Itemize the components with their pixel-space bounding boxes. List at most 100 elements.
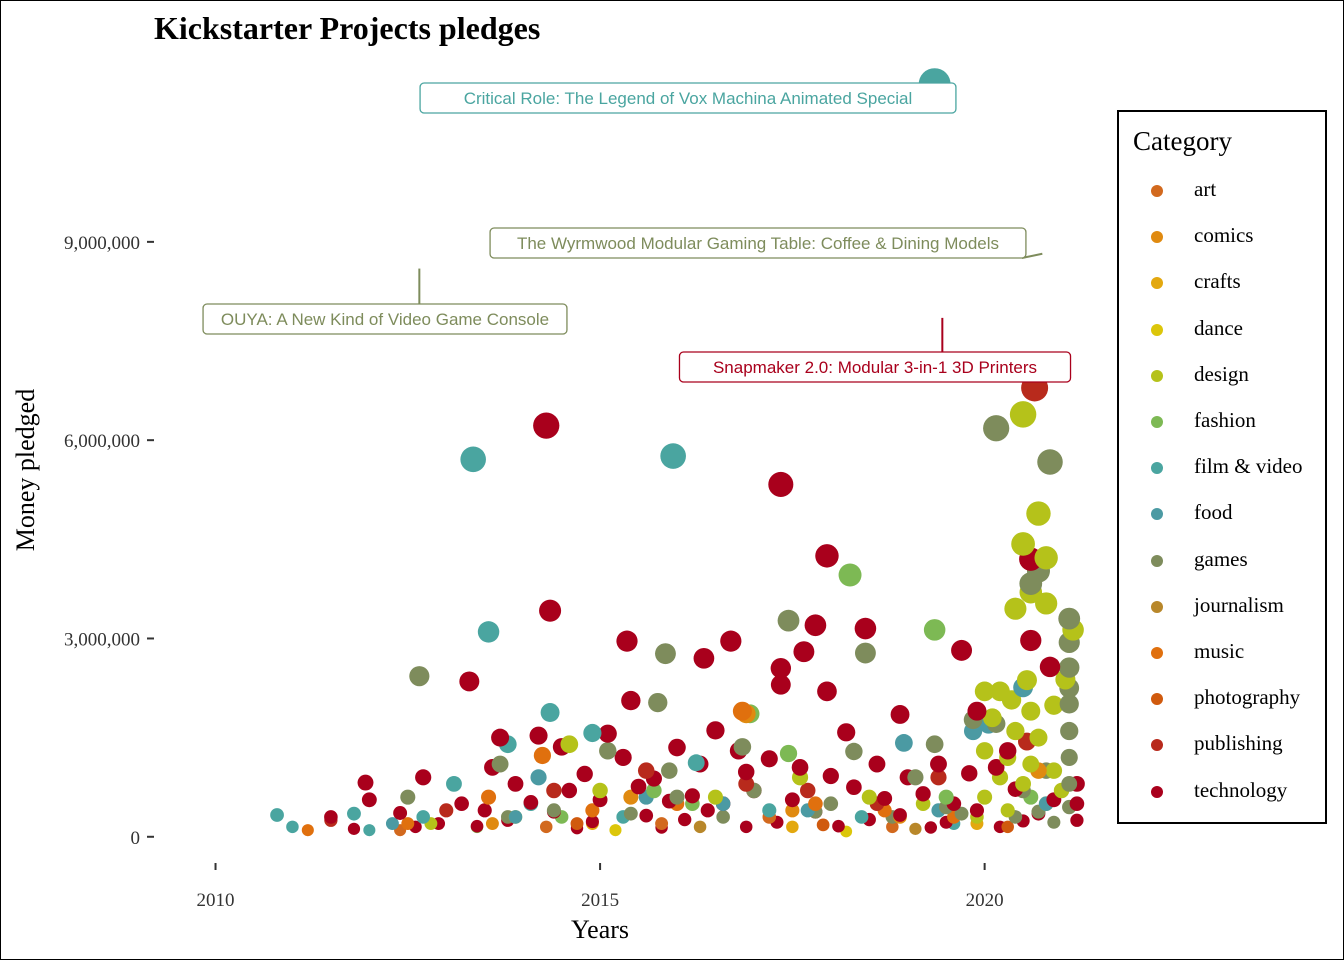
legend-item: music [1119,634,1325,674]
data-point [1000,803,1015,818]
data-point [623,806,638,821]
data-point [585,803,600,818]
legend-label: design [1194,361,1249,386]
data-point [614,748,632,767]
legend: Category art comics crafts dance design fashi… [1117,110,1327,824]
legend-title: Category [1133,126,1232,156]
legend-label: crafts [1194,269,1241,294]
data-point [886,820,899,834]
data-point [1045,762,1063,779]
data-point [1016,670,1037,691]
data-point [923,619,946,641]
data-point [977,789,993,805]
data-point [815,544,839,568]
data-point [982,708,1002,728]
data-point [357,774,374,791]
data-point [661,762,678,779]
chart-title: Kickstarter Projects pledges [154,10,541,46]
data-point [1059,657,1080,678]
y-tick-label: 3,000,000 [64,629,140,650]
data-point [630,778,647,795]
data-point [546,782,562,799]
data-point [890,705,910,724]
data-point [791,759,809,776]
annotation-label: Critical Role: The Legend of Vox Machina… [464,89,913,108]
data-point [786,820,799,834]
data-point [609,824,622,837]
data-point [599,742,617,760]
data-point [808,796,823,812]
y-axis: 0 3,000,000 6,000,000 9,000,000 [64,233,154,849]
data-point [822,767,839,785]
data-point [817,681,837,702]
x-axis-title: Years [571,915,629,944]
data-point [938,789,954,805]
data-point [687,754,705,772]
data-point [785,803,800,818]
data-point [361,792,377,808]
legend-label: food [1194,500,1233,525]
legend-swatch [1151,508,1163,521]
data-point [539,820,553,834]
y-tick-label: 6,000,000 [64,431,140,452]
data-point [1058,607,1081,630]
data-point [446,775,462,792]
data-point [660,443,686,469]
legend-swatch [1151,739,1163,752]
legend-item: games [1119,542,1325,582]
legend-item: photography [1119,680,1325,720]
data-point [846,779,862,796]
annotation-box [678,351,1072,383]
data-point [720,630,742,652]
data-point [693,647,715,669]
data-point [987,759,1005,776]
data-point [477,803,492,818]
legend-swatch [1151,554,1163,567]
legend-label: art [1194,177,1217,201]
data-point [1006,721,1025,741]
legend-swatch [1151,416,1163,428]
data-point [1026,501,1051,526]
legend-item: publishing [1119,726,1325,766]
data-point [491,755,509,773]
data-point [529,726,548,745]
legend-item: design [1119,357,1325,397]
data-point [733,738,752,756]
data-point [576,765,593,783]
data-point [793,641,815,663]
data-point [768,471,794,497]
legend-item: film & video [1119,449,1325,489]
data-point [1020,629,1042,652]
data-point [854,642,876,664]
data-point [925,735,944,754]
data-point [1060,748,1078,767]
data-point [561,782,578,799]
data-point [969,803,985,818]
data-point [1069,796,1085,812]
data-point [678,812,692,827]
legend-item: technology [1119,773,1325,813]
data-point [804,614,827,637]
data-point [930,755,947,773]
data-point [530,769,547,786]
legend-item: fashion [1119,403,1325,443]
legend-item: food [1119,495,1325,535]
data-point [459,671,480,692]
data-point [1011,532,1035,556]
data-point [409,666,430,687]
data-point [951,639,973,661]
data-point [909,822,922,835]
data-point [1070,813,1084,827]
annotation-box [489,227,1027,259]
data-point [1001,820,1014,834]
data-point [646,782,662,799]
data-point [967,701,987,721]
data-point [837,723,856,742]
data-point [823,796,839,812]
legend-swatch [1151,785,1163,798]
data-point [838,563,862,587]
legend-label: games [1194,546,1248,571]
data-point [975,742,994,760]
legend-swatch [1151,462,1163,475]
